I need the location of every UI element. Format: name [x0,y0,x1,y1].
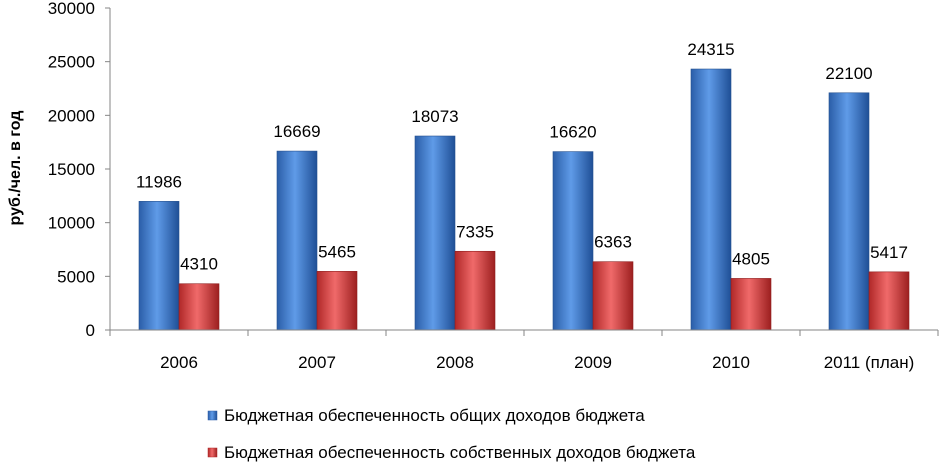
x-axis: 2006 2007 2008 2009 2010 2011 (план) [109,329,939,372]
y-tick-label: 30000 [48,0,95,18]
bar-series-2 [868,271,910,331]
x-tick-label: 2011 (план) [824,353,915,372]
legend-label-series-1: Бюджетная обеспеченность общих доходов б… [224,406,645,425]
y-tick-label: 15000 [48,160,95,179]
bar-series-2 [730,278,772,331]
x-tick-label: 2010 [712,353,750,372]
bar-series-1 [138,201,180,331]
data-label-series-1: 22100 [825,64,872,83]
y-tick-label: 10000 [48,214,95,233]
data-label-series-2: 6363 [594,233,632,252]
y-tick-label: 5000 [57,267,95,286]
y-axis: 0 5000 10000 15000 20000 25000 30000 [48,0,111,340]
bar-series-1 [828,92,870,331]
bar-series-1 [690,68,732,331]
legend: Бюджетная обеспеченность общих доходов б… [207,406,696,462]
legend-swatch-series-2 [207,447,218,458]
y-tick-label: 20000 [48,106,95,125]
y-tick-label: 25000 [48,53,95,72]
data-label-series-1: 24315 [687,40,734,59]
data-label-series-2: 7335 [456,222,494,241]
x-tick-label: 2009 [574,353,612,372]
data-label-series-1: 16620 [549,123,596,142]
data-label-series-2: 5465 [318,242,356,261]
legend-label-series-2: Бюджетная обеспеченность собственных дох… [224,443,696,462]
bar-series-2 [316,271,358,331]
x-tick-label: 2008 [436,353,474,372]
bar-series-1 [414,135,456,331]
data-label-series-2: 4805 [732,249,770,268]
data-label-series-2: 5417 [870,243,908,262]
plot-area: 11986 4310 16669 5465 18073 7335 16620 6363 2431… [136,40,910,331]
legend-swatch-series-1 [207,410,218,421]
bar-series-2 [178,283,220,331]
bar-series-2 [454,250,496,331]
data-label-series-1: 18073 [411,107,458,126]
bar-series-2 [592,261,634,331]
x-tick-label: 2006 [160,353,198,372]
data-label-series-1: 16669 [273,122,320,141]
data-label-series-1: 11986 [136,172,182,191]
y-axis-label: руб./чел. в год [7,111,24,226]
data-label-series-2: 4310 [180,255,218,274]
bar-series-1 [276,150,318,331]
bar-series-1 [552,151,594,331]
x-tick-label: 2007 [298,353,336,372]
y-tick-label: 0 [86,321,95,340]
